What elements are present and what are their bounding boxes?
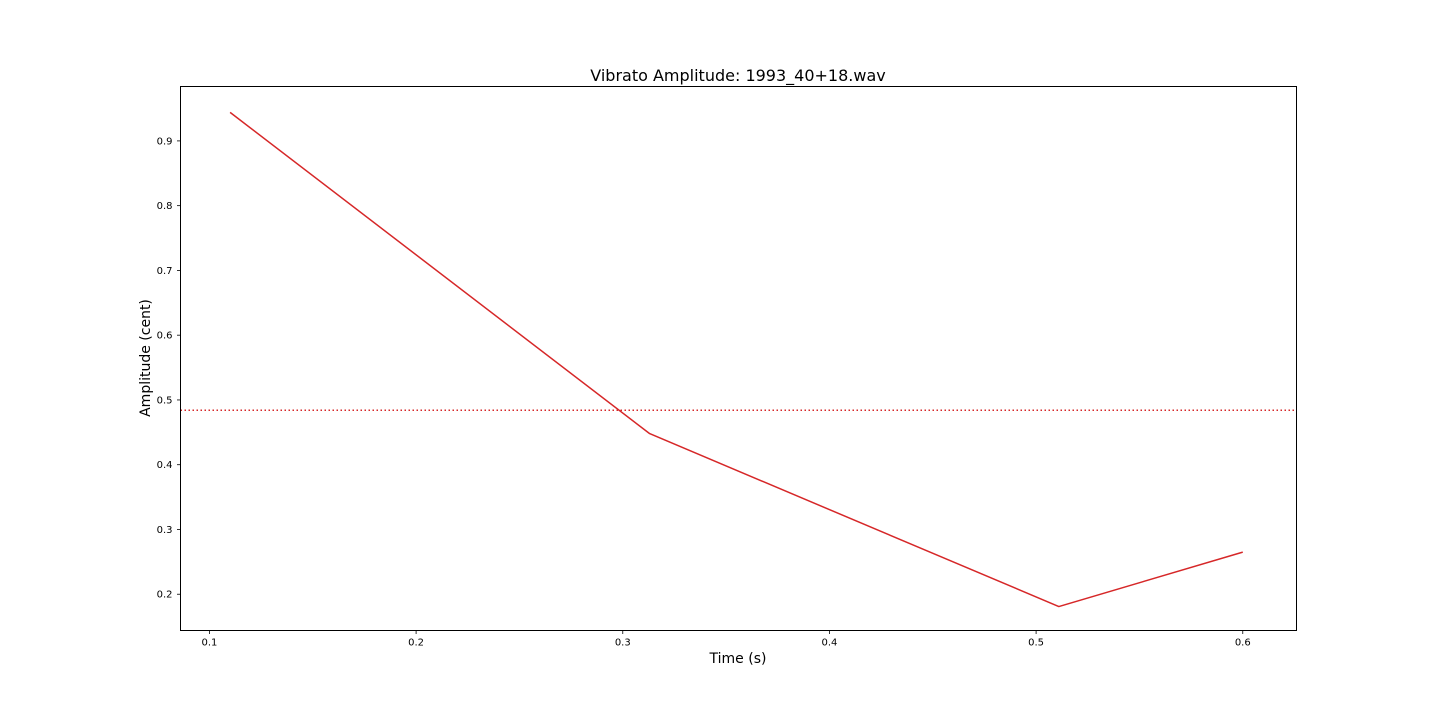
y-tick-label: 0.2 (157, 590, 173, 601)
y-tick-label: 0.7 (157, 266, 173, 277)
y-tick-label: 0.9 (157, 136, 173, 147)
x-axis-ticks: 0.1 0.2 0.3 0.4 0.5 0.6 (201, 630, 1251, 649)
y-tick-label: 0.6 (157, 331, 173, 342)
x-axis-label: Time (s) (709, 651, 767, 667)
x-tick-label: 0.4 (821, 638, 837, 649)
y-tick-label: 0.4 (157, 460, 173, 471)
x-tick-label: 0.5 (1028, 638, 1044, 649)
x-tick-label: 0.2 (408, 638, 424, 649)
x-tick-label: 0.3 (615, 638, 631, 649)
y-axis-label: Amplitude (cent) (138, 299, 154, 417)
plot-area-frame (180, 86, 1297, 631)
y-tick-label: 0.5 (157, 395, 173, 406)
y-tick-label: 0.8 (157, 201, 173, 212)
y-axis-ticks: 0.2 0.3 0.4 0.5 0.6 0.7 0.8 0.9 (157, 136, 181, 601)
x-tick-label: 0.6 (1235, 638, 1251, 649)
chart-title: Vibrato Amplitude: 1993_40+18.wav (590, 66, 885, 86)
x-tick-label: 0.1 (201, 638, 217, 649)
plot-content (180, 111, 1297, 608)
series-line (229, 111, 1243, 608)
y-tick-label: 0.3 (157, 525, 173, 536)
